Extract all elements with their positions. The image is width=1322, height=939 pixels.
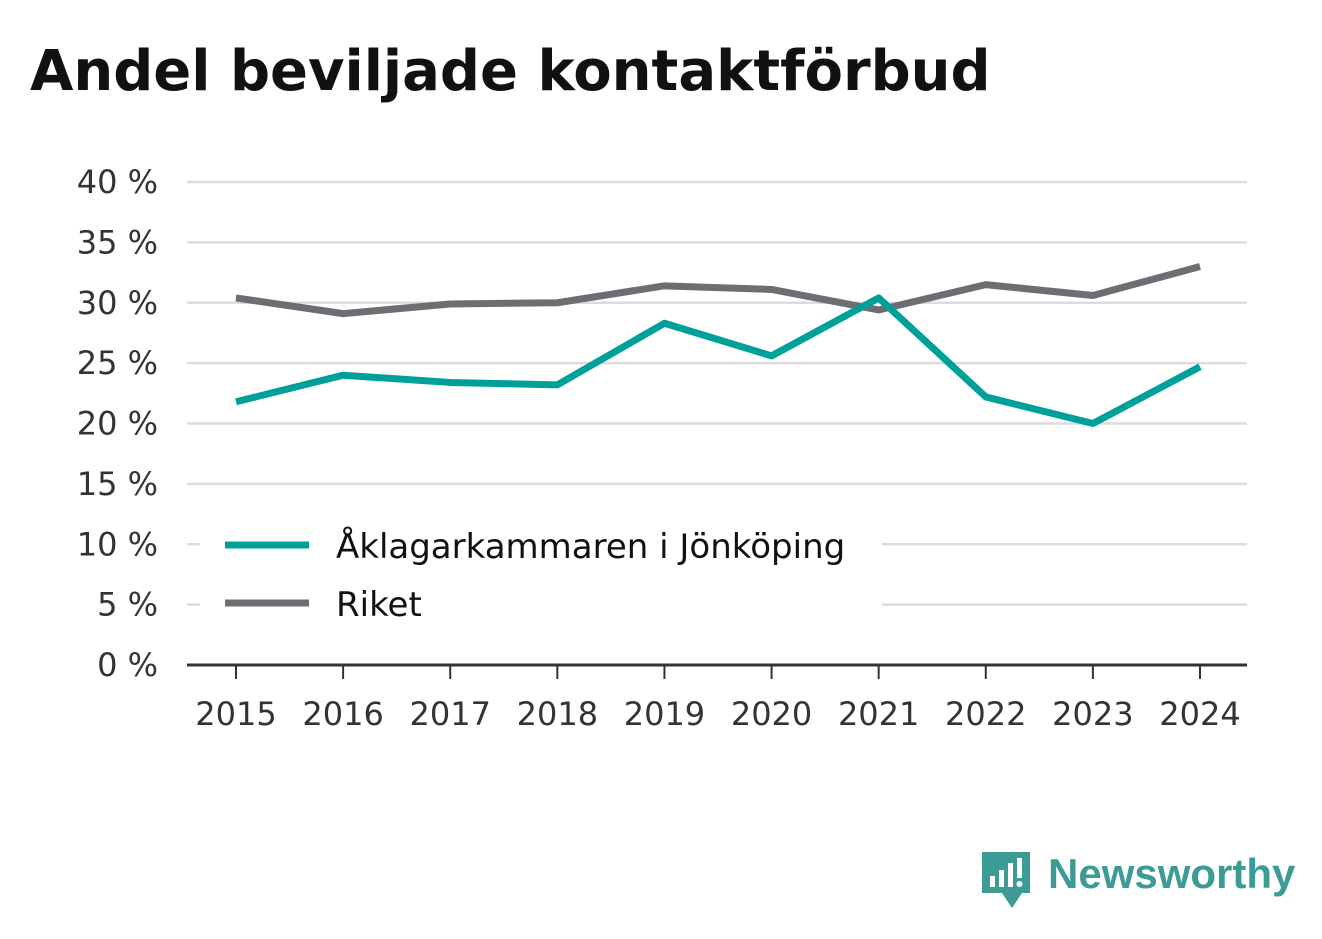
y-tick-label: 35 % — [77, 223, 158, 261]
x-tick-label: 2016 — [302, 695, 383, 733]
x-tick-label: 2024 — [1159, 695, 1240, 733]
x-tick-label: 2019 — [624, 695, 705, 733]
y-tick-label: 20 % — [77, 405, 158, 443]
brand-name: Newsworthy — [1048, 850, 1296, 897]
x-tick-label: 2020 — [731, 695, 812, 733]
x-tick-label: 2021 — [838, 695, 919, 733]
x-tick-label: 2017 — [410, 695, 491, 733]
series-lines — [235, 263, 1202, 427]
y-tick-label: 40 % — [77, 163, 158, 201]
x-tick-label: 2015 — [195, 695, 276, 733]
chart-title: Andel beviljade kontaktförbud — [30, 39, 991, 104]
legend-label-riket: Riket — [336, 585, 422, 625]
brand: Newsworthy — [982, 850, 1296, 908]
legend: Åklagarkammaren i Jönköping Riket — [200, 518, 882, 630]
legend-background — [200, 518, 882, 630]
newsworthy-logo-icon — [982, 852, 1030, 908]
y-tick-label: 0 % — [97, 646, 158, 684]
y-axis: 0 % 5 % 10 % 15 % 20 % 25 % 30 % 35 % 40 % — [77, 163, 158, 684]
y-tick-label: 30 % — [77, 284, 158, 322]
y-tick-label: 5 % — [97, 586, 158, 624]
y-tick-label: 10 % — [77, 525, 158, 563]
legend-label-jonkoping: Åklagarkammaren i Jönköping — [336, 526, 845, 567]
x-tick-label: 2023 — [1052, 695, 1133, 733]
x-axis: 2015 2016 2017 2018 2019 2020 2021 2022 2023 2024 — [187, 663, 1247, 733]
y-tick-label: 15 % — [77, 465, 158, 503]
series-line — [235, 294, 1202, 427]
x-tick-label: 2018 — [517, 695, 598, 733]
y-tick-label: 25 % — [77, 344, 158, 382]
series-line — [235, 263, 1201, 318]
x-tick-label: 2022 — [945, 695, 1026, 733]
